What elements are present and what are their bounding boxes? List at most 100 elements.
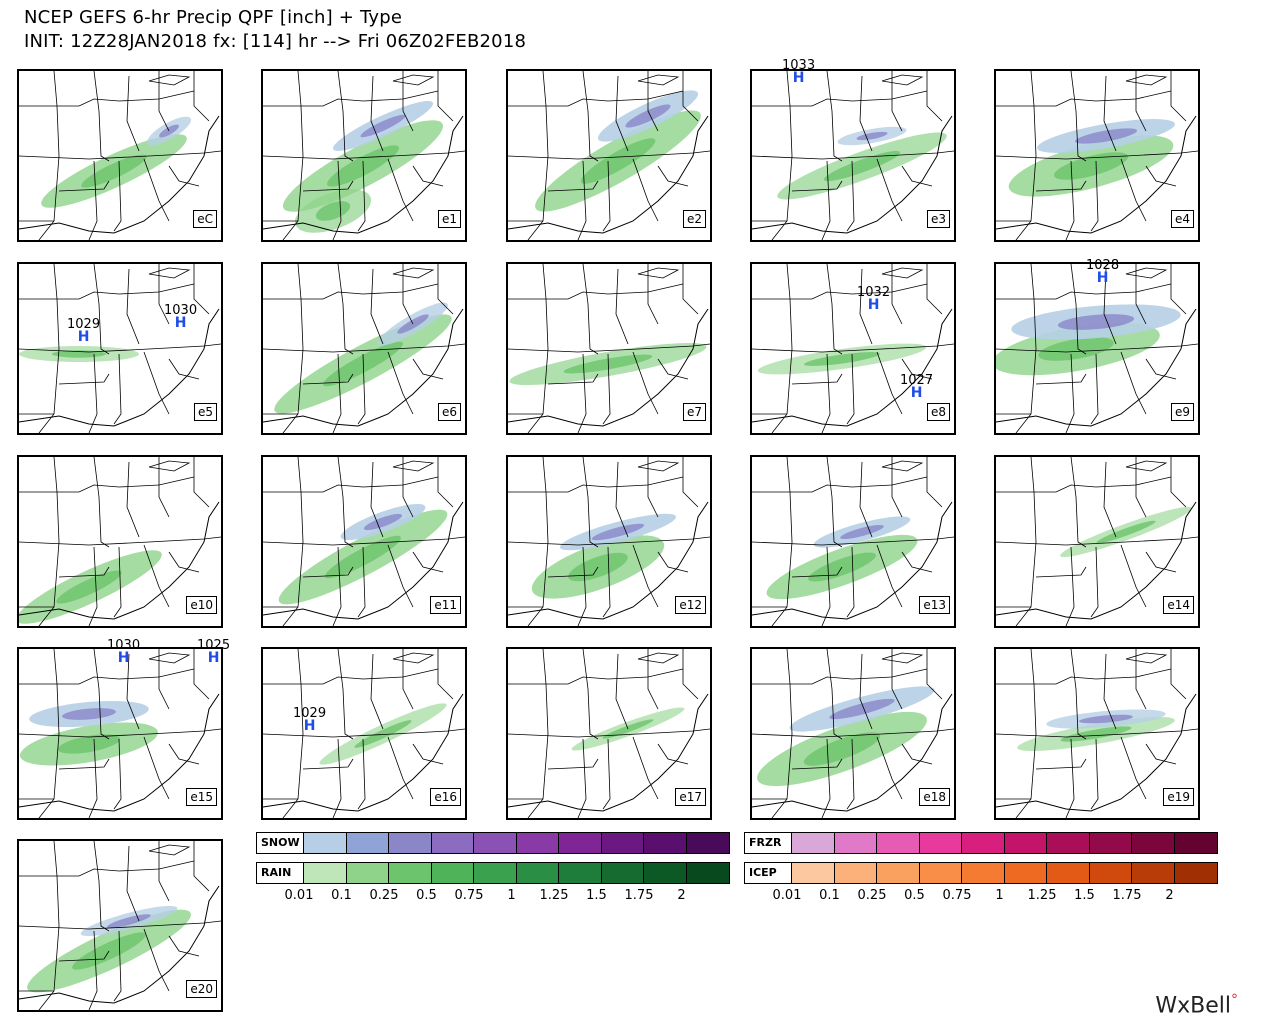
coastline xyxy=(508,115,709,234)
frzr-swatch xyxy=(877,833,920,853)
snow-swatch xyxy=(559,833,602,853)
state-boundary xyxy=(647,71,659,132)
high-pressure-value: 1029 xyxy=(293,706,327,721)
state-boundary xyxy=(647,264,659,325)
state-boundary xyxy=(752,536,954,546)
great-lakes-outline xyxy=(392,460,435,472)
member-label: e6 xyxy=(437,403,461,421)
rain-swatch xyxy=(686,863,729,883)
icep-scale-label: ICEP xyxy=(745,863,792,883)
state-boundary xyxy=(387,736,414,800)
state-boundary xyxy=(143,928,170,992)
snow-swatch xyxy=(389,833,432,853)
state-boundary xyxy=(263,343,465,353)
state-boundary xyxy=(38,649,60,818)
state-boundary xyxy=(1170,71,1187,122)
panel-map xyxy=(508,649,710,818)
state-boundary xyxy=(387,544,414,608)
coastline xyxy=(508,501,709,620)
state-boundary xyxy=(437,457,454,508)
state-boundary xyxy=(996,728,1198,738)
state-boundary xyxy=(19,343,221,353)
rain-swatch xyxy=(559,863,602,883)
state-boundary xyxy=(632,158,659,222)
rain-swatch xyxy=(346,863,389,883)
state-boundary xyxy=(19,668,195,685)
wxbell-logo: WxBell° xyxy=(1155,992,1238,1018)
state-boundary xyxy=(647,649,659,710)
member-label: e8 xyxy=(926,403,950,421)
state-boundary xyxy=(402,649,414,710)
high-pressure-value: 1027 xyxy=(900,373,934,388)
icep-swatch xyxy=(877,863,920,883)
snow-core xyxy=(62,708,116,720)
high-pressure-value: 1032 xyxy=(857,285,891,300)
frzr-swatch xyxy=(1132,833,1175,853)
state-boundary xyxy=(826,71,843,162)
great-lakes-outline xyxy=(148,844,191,856)
state-boundary xyxy=(412,165,444,187)
scale-tick-label: 1.75 xyxy=(624,888,654,903)
state-boundary xyxy=(1070,457,1087,548)
member-label: e1 xyxy=(437,210,461,228)
scale-tick-label: 0.01 xyxy=(772,888,802,903)
snow-swatch xyxy=(644,833,687,853)
state-boundary xyxy=(527,71,549,240)
state-boundary xyxy=(547,566,599,578)
snow-swatch xyxy=(516,833,559,853)
state-boundary xyxy=(1145,358,1177,380)
state-boundary xyxy=(193,841,210,892)
high-pressure-symbol: H xyxy=(792,70,805,86)
ensemble-panel-e12: e12 xyxy=(506,455,712,628)
state-boundary xyxy=(263,150,465,160)
state-boundary xyxy=(547,373,599,385)
state-boundary xyxy=(926,71,943,122)
state-boundary xyxy=(657,358,689,380)
state-boundary xyxy=(113,160,122,232)
state-boundary xyxy=(901,165,933,187)
state-boundary xyxy=(752,343,954,353)
icep-color-scale: ICEP xyxy=(744,862,1218,884)
coastline xyxy=(508,693,709,812)
frzr-scale-label: FRZR xyxy=(745,833,792,853)
state-boundary xyxy=(337,264,354,355)
high-pressure-symbol: H xyxy=(174,315,187,331)
snow-core xyxy=(107,914,151,928)
high-pressure-marker: 1025 H xyxy=(197,639,230,665)
ensemble-panel-e13: e13 xyxy=(750,455,956,628)
snow-scale-label: SNOW xyxy=(257,833,304,853)
state-boundary xyxy=(682,264,699,315)
state-boundary xyxy=(38,457,60,626)
state-boundary xyxy=(527,264,549,433)
state-boundary xyxy=(1170,649,1187,700)
init-forecast-line: INIT: 12Z28JAN2018 fx: [114] hr --> Fri … xyxy=(24,31,527,52)
panel-map xyxy=(508,264,710,433)
state-boundary xyxy=(846,353,855,425)
state-boundary xyxy=(682,457,699,508)
snow-core xyxy=(1074,128,1138,144)
state-boundary xyxy=(1170,264,1187,315)
state-boundary xyxy=(996,476,1172,493)
state-boundary xyxy=(193,457,210,508)
state-boundary xyxy=(632,544,659,608)
logo-text: WxBell xyxy=(1155,993,1231,1018)
coastline xyxy=(19,693,220,812)
great-lakes-outline xyxy=(1125,652,1168,664)
state-boundary xyxy=(771,457,793,626)
state-boundary xyxy=(926,264,943,315)
coastline xyxy=(19,308,220,427)
scale-tick-label: 0.75 xyxy=(454,888,484,903)
state-boundary xyxy=(437,264,454,315)
state-boundary xyxy=(876,351,903,415)
high-pressure-value: 1025 xyxy=(197,638,231,653)
state-boundary xyxy=(826,264,843,355)
state-boundary xyxy=(791,758,843,770)
state-boundary xyxy=(93,841,110,932)
ensemble-panel-e11: e11 xyxy=(261,455,467,628)
scale-tick-label: 1.5 xyxy=(586,888,607,903)
state-boundary xyxy=(508,728,710,738)
snow-swatch xyxy=(474,833,517,853)
state-boundary xyxy=(876,158,903,222)
state-boundary xyxy=(901,743,933,765)
